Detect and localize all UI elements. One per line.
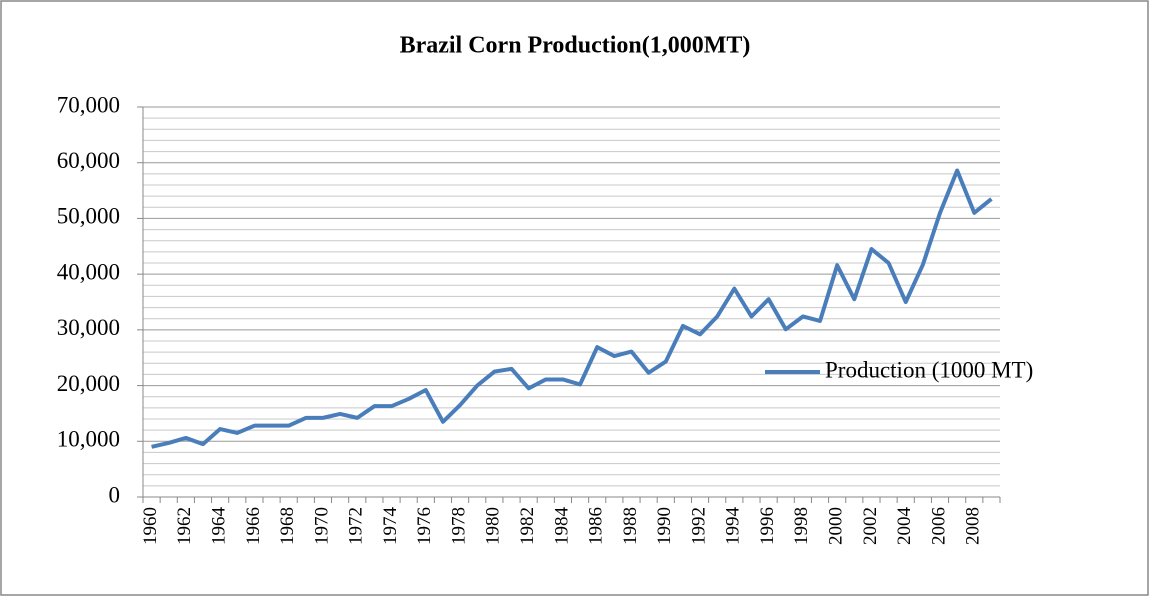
x-tick-label: 1998: [791, 507, 812, 545]
y-tick-label: 30,000: [57, 315, 120, 340]
x-tick-label: 2006: [928, 507, 949, 545]
x-tick-label: 1982: [517, 507, 538, 545]
x-tick-label: 1994: [723, 507, 744, 546]
x-tick-label: 1962: [174, 507, 195, 545]
y-tick-label: 70,000: [57, 92, 120, 117]
x-tick-label: 1984: [551, 507, 572, 546]
chart-title: Brazil Corn Production(1,000MT): [400, 33, 751, 59]
x-tick-label: 1988: [620, 507, 641, 545]
x-tick-label: 1968: [277, 507, 298, 545]
x-tick-label: 2002: [860, 507, 881, 545]
x-tick-label: 2004: [894, 507, 915, 546]
y-tick-label: 10,000: [57, 427, 120, 452]
x-tick-label: 1966: [243, 507, 264, 545]
x-tick-label: 1970: [311, 507, 332, 545]
y-tick-label: 20,000: [57, 371, 120, 396]
x-tick-label: 1996: [757, 507, 778, 545]
x-tick-label: 1974: [380, 507, 401, 546]
y-tick-label: 40,000: [57, 259, 120, 284]
legend-label: Production (1000 MT): [825, 357, 1033, 382]
line-series: [151, 168, 993, 449]
x-tick-label: 1992: [688, 507, 709, 545]
x-tick-label: 1972: [346, 507, 367, 545]
x-tick-label: 1978: [448, 507, 469, 545]
y-tick-label: 0: [109, 482, 121, 507]
x-tick-label: 1990: [654, 507, 675, 545]
x-tick-label: 2008: [963, 507, 984, 545]
x-tick-label: 1980: [483, 507, 504, 545]
x-tick-label: 2000: [826, 507, 847, 545]
x-tick-label: 1986: [586, 507, 607, 545]
y-tick-label: 50,000: [57, 204, 120, 229]
x-tick-label: 1976: [414, 507, 435, 545]
y-tick-label: 60,000: [57, 148, 120, 173]
x-tick-label: 1964: [208, 507, 229, 546]
x-tick-label: 1960: [140, 507, 161, 545]
